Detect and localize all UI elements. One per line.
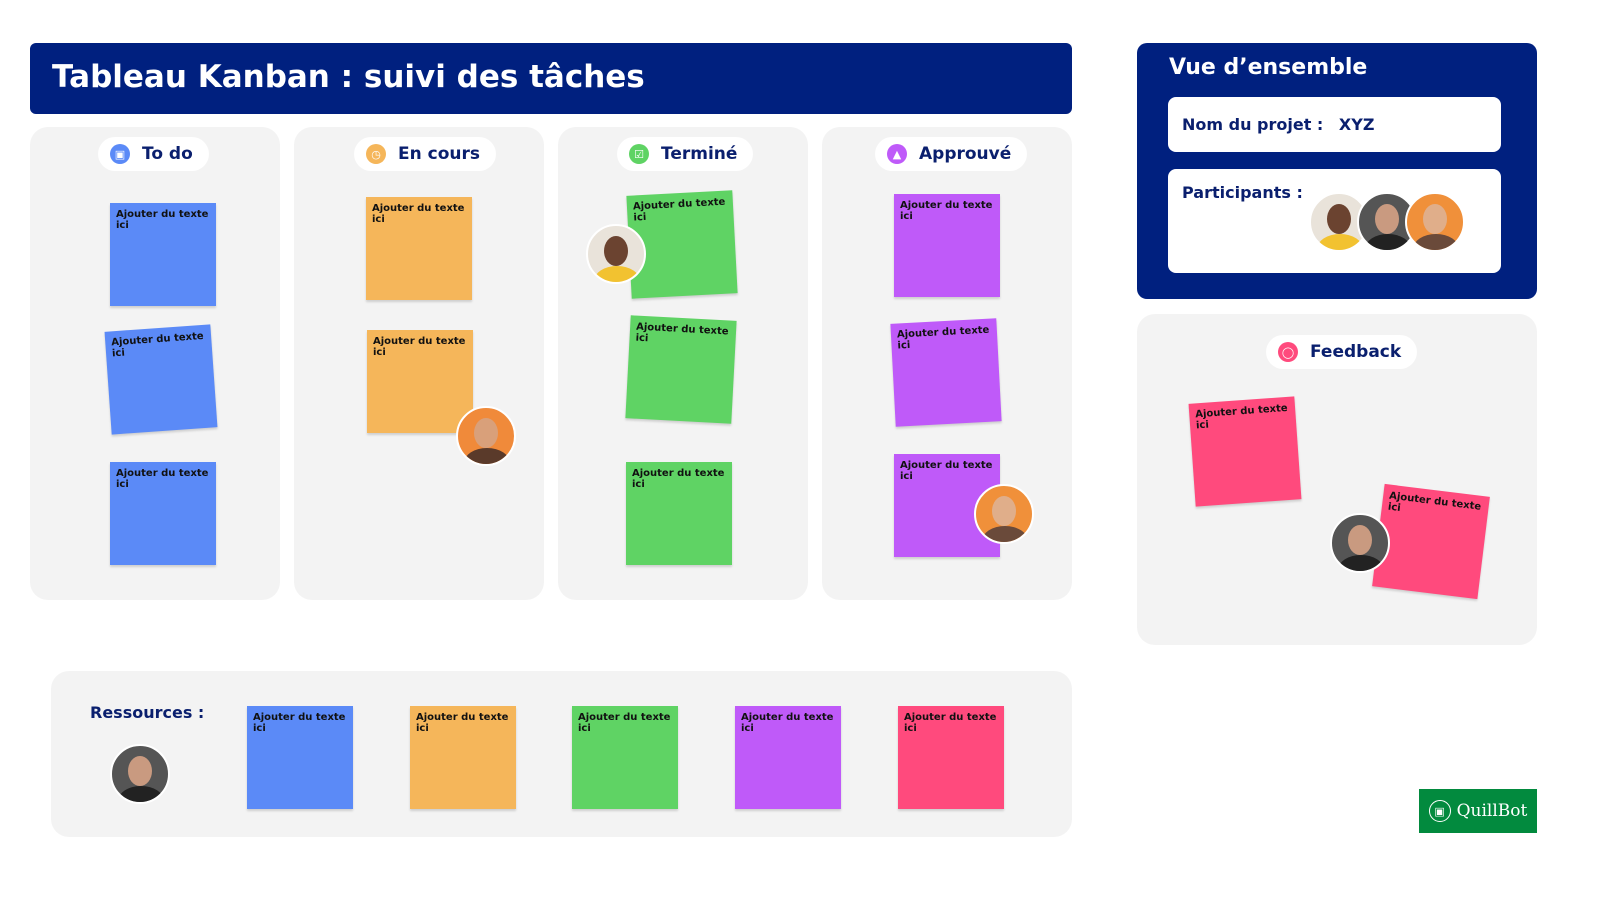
column-label: Terminé	[661, 144, 738, 164]
clock-icon: ◷	[366, 144, 386, 164]
sticky-note[interactable]: Ajouter du texte ici	[625, 315, 737, 424]
avatar	[110, 744, 170, 804]
overview-title: Vue d’ensemble	[1169, 55, 1368, 80]
resource-note[interactable]: Ajouter du texte ici	[247, 706, 353, 809]
chat-bubble-icon: ◯	[1278, 342, 1298, 362]
column-label: En cours	[398, 144, 480, 164]
sticky-note[interactable]: Ajouter du texte ici	[110, 203, 216, 306]
quillbot-logo: ▣ QuillBot	[1419, 789, 1537, 833]
avatar	[974, 484, 1034, 544]
feedback-label: Feedback	[1310, 342, 1402, 362]
avatar	[586, 224, 646, 284]
column-header: ▲ Approuvé	[875, 137, 1028, 171]
avatar	[1405, 192, 1465, 252]
brand-name: QuillBot	[1456, 801, 1528, 821]
robot-icon: ▣	[1428, 800, 1451, 822]
resource-note[interactable]: Ajouter du texte ici	[410, 706, 516, 809]
sticky-note[interactable]: Ajouter du texte ici	[894, 194, 1000, 297]
sticky-note[interactable]: Ajouter du texte ici	[890, 318, 1002, 427]
overview-panel: Vue d’ensemble Nom du projet : XYZ Parti…	[1137, 43, 1537, 299]
project-name-field[interactable]: Nom du projet : XYZ	[1168, 97, 1501, 152]
resource-note[interactable]: Ajouter du texte ici	[898, 706, 1004, 809]
page-title: Tableau Kanban : suivi des tâches	[30, 43, 1072, 114]
column-header: ◷ En cours	[354, 137, 496, 171]
project-value: XYZ	[1338, 115, 1375, 134]
sticky-note[interactable]: Ajouter du texte ici	[366, 197, 472, 300]
avatar	[1309, 192, 1369, 252]
sticky-note[interactable]: Ajouter du texte ici	[104, 324, 218, 435]
feedback-header: ◯ Feedback	[1266, 335, 1418, 369]
sticky-note[interactable]: Ajouter du texte ici	[367, 330, 473, 433]
project-label: Nom du projet :	[1182, 115, 1324, 134]
thumbs-up-icon: ▲	[887, 144, 907, 164]
resources-label: Ressources :	[90, 703, 205, 722]
calendar-check-icon: ▣	[110, 144, 130, 164]
avatar	[1330, 513, 1390, 573]
column-label: Approuvé	[919, 144, 1012, 164]
resource-note[interactable]: Ajouter du texte ici	[572, 706, 678, 809]
sticky-note[interactable]: Ajouter du texte ici	[626, 462, 732, 565]
column-header: ▣ To do	[98, 137, 209, 171]
column-label: To do	[142, 144, 193, 164]
column-header: ☑ Terminé	[617, 137, 754, 171]
feedback-note[interactable]: Ajouter du texte ici	[1188, 396, 1302, 507]
checkbox-icon: ☑	[629, 144, 649, 164]
resource-note[interactable]: Ajouter du texte ici	[735, 706, 841, 809]
avatar	[456, 406, 516, 466]
sticky-note[interactable]: Ajouter du texte ici	[110, 462, 216, 565]
participants-label: Participants :	[1182, 183, 1303, 202]
